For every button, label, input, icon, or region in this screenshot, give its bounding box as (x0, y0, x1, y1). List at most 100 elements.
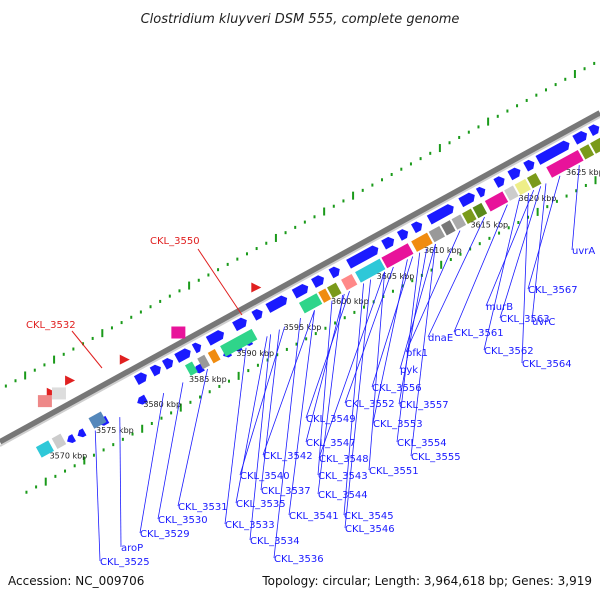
feature-shape (51, 433, 67, 449)
gc-inner-mark (54, 474, 57, 478)
gene-shape (346, 245, 379, 269)
label-leader (318, 271, 385, 459)
feature-block (484, 191, 509, 212)
tick-label: 3595 kbp (284, 323, 322, 332)
feature-shape (504, 185, 519, 201)
gc-inner-mark (430, 268, 433, 272)
gene-label: CKL_3525 (100, 557, 150, 568)
gc-inner-mark (64, 469, 67, 473)
gc-outer-mark (516, 104, 519, 108)
gene-label: aroP (121, 543, 143, 554)
feature-block (504, 185, 519, 201)
gene-shape (232, 317, 247, 332)
gc-inner-mark (112, 443, 115, 447)
feature-block (451, 214, 467, 230)
tick-label: 3610 kbp (424, 246, 462, 255)
gc-outer-mark (91, 336, 94, 340)
reverse-gene-arrow (137, 394, 148, 405)
backbone-outer (0, 110, 600, 445)
label-ckl-3532[interactable]: CKL_3532 (26, 320, 76, 331)
gc-outer-mark (274, 233, 277, 242)
tick-label: 3625 kbp (566, 168, 600, 177)
gc-outer-mark (43, 363, 46, 367)
gc-outer-mark (139, 310, 142, 314)
gc-outer-mark (110, 326, 113, 330)
feature-block (207, 349, 221, 364)
gene-shape (161, 357, 174, 370)
gc-inner-mark (498, 231, 501, 235)
gene-label: CKL_3557 (399, 400, 449, 411)
feature-block (526, 173, 542, 189)
gene-shape (149, 364, 161, 377)
gc-outer-mark (197, 278, 200, 282)
feature-block (411, 232, 433, 252)
gene-shape (411, 221, 423, 234)
gene-shape (137, 394, 148, 405)
feature-block (35, 440, 54, 458)
feature-shape (35, 440, 54, 458)
gc-inner-mark (35, 485, 38, 489)
gene-shape (535, 140, 570, 165)
label-ckl-3550[interactable]: CKL_3550 (150, 236, 200, 247)
gc-outer-mark (53, 355, 56, 364)
feature-shape (526, 173, 542, 189)
feature-shape (514, 178, 531, 196)
gene-label: CKL_3534 (250, 536, 300, 547)
label-leader (527, 175, 561, 290)
gc-outer-mark (458, 135, 461, 139)
gene-label: uvrC (532, 317, 555, 328)
gene-shape (381, 236, 395, 250)
gene-label: CKL_3555 (411, 452, 461, 463)
gc-inner-mark (363, 305, 366, 309)
gc-outer-mark (332, 204, 335, 208)
label-leader (344, 266, 394, 404)
gene-label: CKL_3561 (454, 328, 504, 339)
label-leader (139, 392, 165, 534)
feature-block (318, 288, 332, 303)
gc-outer-mark (245, 252, 248, 256)
gc-outer-mark (487, 117, 490, 126)
feature-shape (546, 149, 584, 178)
gc-outer-mark (226, 262, 229, 266)
gc-outer-mark (573, 70, 576, 79)
gc-inner-mark (150, 421, 153, 425)
feature-block (220, 328, 258, 357)
reverse-gene-arrow (67, 434, 76, 444)
feature-shape (88, 411, 107, 429)
gene-label: CKL_3552 (345, 399, 395, 410)
feature-shape (327, 282, 342, 299)
gc-inner-mark (536, 207, 539, 216)
tick-label: 3605 kbp (377, 272, 415, 281)
feature-shape (428, 225, 446, 243)
gene-label: murB (486, 302, 513, 313)
label-leader (344, 279, 371, 529)
feature-block (184, 361, 198, 376)
gc-inner-mark (565, 194, 568, 198)
feature-shape (484, 191, 509, 212)
forward-gene-arrow (149, 364, 161, 377)
gc-inner-mark (208, 390, 211, 394)
tick-label: 3585 kbp (189, 375, 227, 384)
forward-gene-arrow (133, 372, 147, 386)
gc-inner-mark (199, 395, 202, 399)
gc-inner-mark (102, 448, 105, 452)
label-leader (260, 329, 280, 491)
feature-shape (381, 243, 414, 269)
gc-inner-mark (546, 205, 549, 209)
forward-gene-arrow (311, 275, 324, 288)
gc-inner-mark (353, 310, 356, 314)
leader-ckl-3532 (71, 330, 103, 369)
gc-outer-mark (284, 231, 287, 235)
gene-label: CKL_3531 (178, 502, 228, 513)
accession-text: Accession: NC_009706 (8, 574, 144, 588)
feature-shape (411, 232, 433, 252)
label-leader (399, 243, 436, 370)
backbone-inner (0, 116, 600, 447)
gc-inner-mark (237, 371, 240, 380)
gc-inner-mark (92, 453, 95, 457)
gene-shape (174, 348, 191, 363)
gene-label: CKL_3541 (289, 511, 339, 522)
gc-outer-mark (352, 191, 355, 200)
gene-label: CKL_3548 (319, 454, 369, 465)
